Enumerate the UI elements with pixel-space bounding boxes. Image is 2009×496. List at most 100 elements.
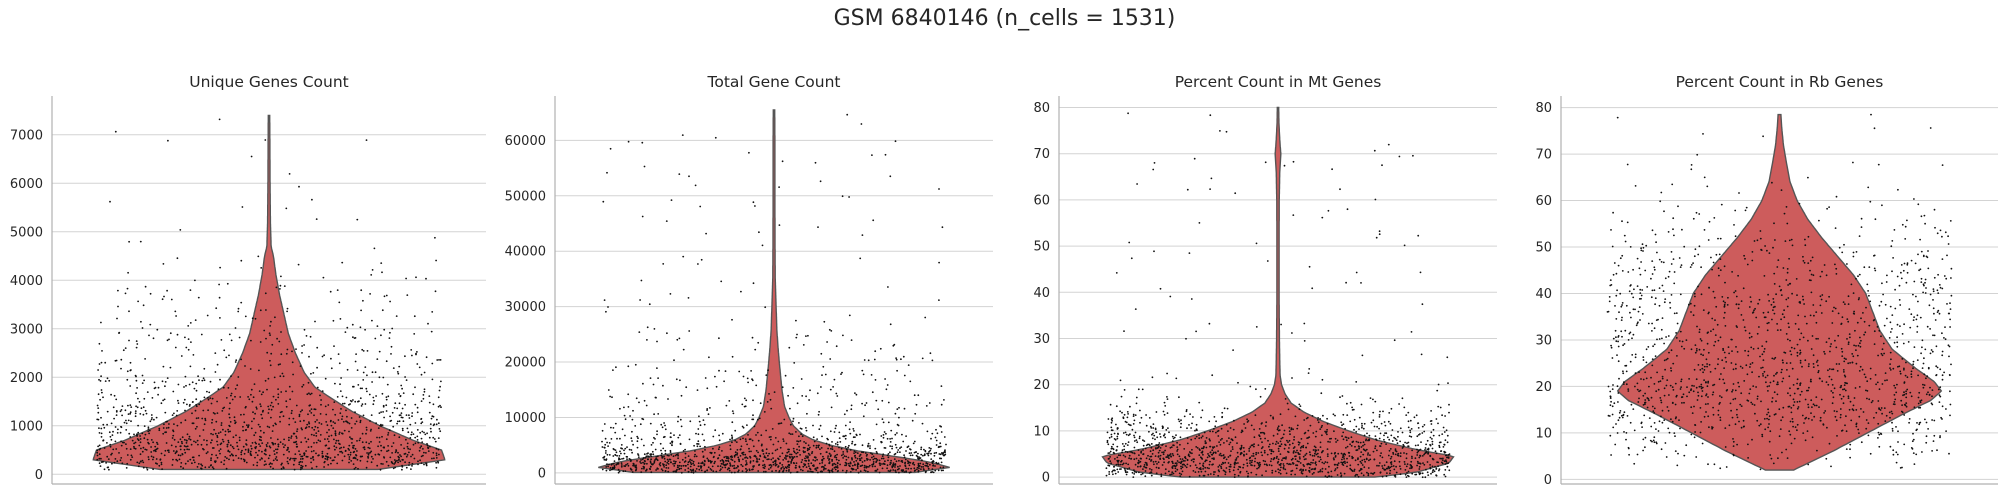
data-point (1409, 419, 1412, 422)
data-point (309, 393, 312, 396)
data-point (812, 444, 815, 447)
data-point (763, 411, 766, 413)
data-point (402, 392, 405, 394)
data-point (687, 461, 690, 464)
data-point (144, 409, 147, 412)
data-point (649, 461, 652, 464)
data-point (1399, 440, 1401, 443)
data-point (695, 432, 697, 435)
data-point (763, 455, 766, 458)
data-point (1144, 447, 1147, 450)
data-point (841, 469, 844, 472)
data-point (1765, 340, 1768, 343)
data-point (292, 463, 295, 466)
data-point (929, 463, 931, 466)
data-point (329, 457, 332, 459)
data-point (669, 442, 672, 445)
data-point (129, 411, 132, 414)
data-point (851, 442, 853, 445)
data-point (1328, 475, 1331, 477)
data-point (1264, 388, 1267, 390)
data-point (835, 456, 838, 459)
data-point (426, 432, 428, 435)
data-point (152, 458, 154, 461)
data-point (1112, 469, 1114, 472)
data-point (179, 445, 182, 448)
data-point (1398, 155, 1401, 158)
data-point (421, 430, 424, 433)
data-point (1194, 464, 1197, 466)
data-point (312, 372, 315, 374)
data-point (867, 470, 869, 473)
y-tick-label: 3000 (10, 322, 43, 337)
data-point (1324, 475, 1327, 478)
data-point (230, 394, 232, 397)
data-point (172, 458, 174, 461)
data-point (867, 442, 870, 445)
data-point (1195, 330, 1197, 333)
data-point (911, 462, 914, 465)
data-point (863, 359, 866, 361)
data-point (134, 410, 137, 412)
data-point (1186, 463, 1189, 466)
data-point (770, 436, 772, 438)
data-point (1239, 452, 1242, 455)
data-point (761, 244, 764, 247)
data-point (1446, 465, 1449, 468)
data-point (204, 419, 207, 422)
data-point (907, 445, 910, 448)
data-point (1115, 272, 1118, 274)
data-point (939, 425, 941, 427)
data-point (296, 445, 299, 448)
data-point (1425, 443, 1427, 446)
data-point (1431, 465, 1434, 468)
data-point (749, 438, 752, 441)
data-point (749, 456, 752, 459)
data-point (269, 359, 271, 362)
data-point (1442, 457, 1444, 460)
data-point (153, 418, 155, 421)
data-point (1767, 293, 1769, 296)
data-point (352, 463, 355, 465)
data-point (664, 460, 667, 463)
data-point (287, 446, 289, 449)
data-point (253, 417, 255, 420)
data-point (1180, 422, 1182, 425)
data-point (242, 429, 245, 432)
data-point (913, 467, 916, 470)
data-point (1360, 472, 1363, 475)
data-point (203, 439, 205, 441)
data-point (114, 359, 117, 362)
data-point (1185, 410, 1188, 413)
data-point (1192, 416, 1194, 418)
data-point (362, 299, 364, 302)
data-point (1137, 465, 1139, 468)
data-point (382, 463, 384, 465)
data-point (1383, 421, 1386, 423)
data-point (603, 446, 606, 449)
data-point (911, 454, 914, 457)
data-point (100, 436, 103, 438)
data-point (789, 423, 792, 426)
data-point (304, 437, 307, 439)
data-point (1174, 467, 1177, 470)
data-point (1668, 270, 1671, 273)
data-point (1200, 416, 1202, 419)
data-point (428, 411, 431, 414)
data-point (376, 464, 379, 467)
data-point (411, 465, 413, 467)
data-point (863, 469, 866, 472)
data-point (1783, 316, 1786, 319)
data-point (844, 437, 847, 440)
data-point (1815, 311, 1818, 313)
data-point (288, 385, 291, 388)
data-point (184, 462, 187, 465)
data-point (1421, 432, 1424, 434)
data-point (855, 469, 857, 471)
data-point (1233, 473, 1236, 476)
data-point (1786, 457, 1789, 459)
data-point (882, 453, 885, 456)
data-point (1411, 449, 1413, 452)
data-point (889, 470, 891, 473)
data-point (1430, 410, 1432, 412)
